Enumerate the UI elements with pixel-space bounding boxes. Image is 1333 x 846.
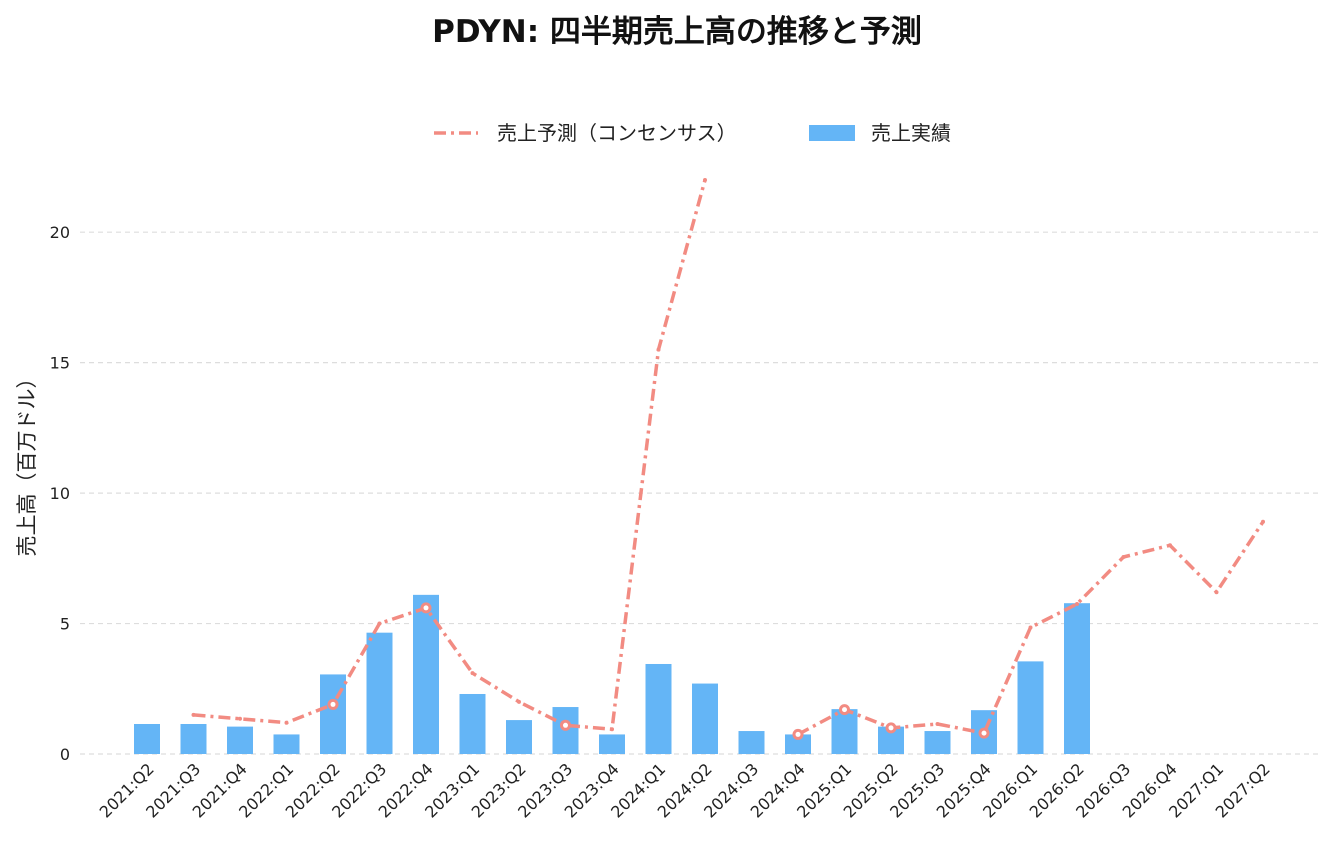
forecast-point — [1075, 601, 1079, 606]
legend-forecast-label: 売上予測（コンセンサス） — [497, 121, 737, 145]
y-tick-label: 10 — [50, 484, 70, 503]
forecast-point — [935, 721, 940, 726]
actual-bar — [320, 674, 346, 754]
legend: 売上予測（コンセンサス） 売上実績 — [434, 121, 951, 145]
y-tick-label: 20 — [50, 223, 70, 242]
actual-bar — [273, 734, 300, 754]
forecast-point-marker-center — [842, 707, 847, 713]
actual-bar — [831, 709, 858, 754]
actual-bar — [785, 734, 811, 754]
forecast-point — [238, 716, 242, 721]
forecast-point-marker-center — [981, 730, 987, 736]
forecast-line-segment — [193, 179, 707, 731]
actual-bar — [738, 731, 765, 754]
forecast-point-marker-center — [563, 722, 568, 728]
forecast-point-marker-center — [795, 731, 801, 737]
actual-bar — [366, 632, 393, 754]
actual-bar — [413, 594, 439, 754]
chart-title: PDYN: 四半期売上高の推移と予測 — [432, 14, 922, 50]
forecast-point — [284, 720, 289, 725]
legend-actual-label: 売上実績 — [871, 121, 951, 145]
forecast-point — [377, 621, 382, 626]
forecast-line — [191, 178, 1265, 740]
y-axis-label: 売上高（百万ドル） — [15, 368, 39, 557]
forecast-point — [1028, 625, 1033, 630]
forecast-point — [703, 178, 707, 182]
forecast-point — [191, 712, 196, 717]
forecast-point-marker-center — [330, 701, 336, 707]
x-axis-ticks: 2021:Q22021:Q32021:Q42022:Q12022:Q22022:… — [96, 759, 1274, 821]
forecast-point — [1214, 590, 1219, 595]
forecast-point-marker-center — [888, 725, 894, 731]
forecast-point — [517, 699, 521, 704]
y-tick-label: 0 — [60, 745, 70, 764]
actual-bar — [645, 663, 672, 754]
forecast-point — [656, 347, 661, 352]
actual-bar — [134, 723, 160, 754]
actual-bar — [1017, 661, 1044, 754]
actual-bar — [506, 720, 532, 754]
y-tick-label: 15 — [50, 354, 70, 373]
actual-bar — [227, 726, 253, 754]
forecast-point — [610, 727, 614, 732]
actual-bar — [1064, 603, 1090, 754]
forecast-line-segment — [797, 520, 1265, 736]
legend-actual-swatch — [809, 125, 855, 141]
y-tick-label: 5 — [60, 615, 70, 634]
actual-bar — [924, 731, 951, 754]
forecast-point — [1121, 555, 1126, 560]
actual-bar — [599, 734, 625, 754]
forecast-point — [1168, 543, 1172, 548]
actual-bar — [692, 683, 718, 754]
forecast-point — [1261, 519, 1265, 524]
actual-bars — [134, 594, 1090, 754]
forecast-point — [470, 671, 475, 676]
y-axis-ticks: 0 5 10 15 20 — [50, 223, 70, 764]
forecast-point-marker-center — [423, 605, 429, 611]
actual-bar — [180, 723, 207, 754]
gridlines — [80, 231, 1318, 755]
actual-bar — [459, 693, 486, 754]
